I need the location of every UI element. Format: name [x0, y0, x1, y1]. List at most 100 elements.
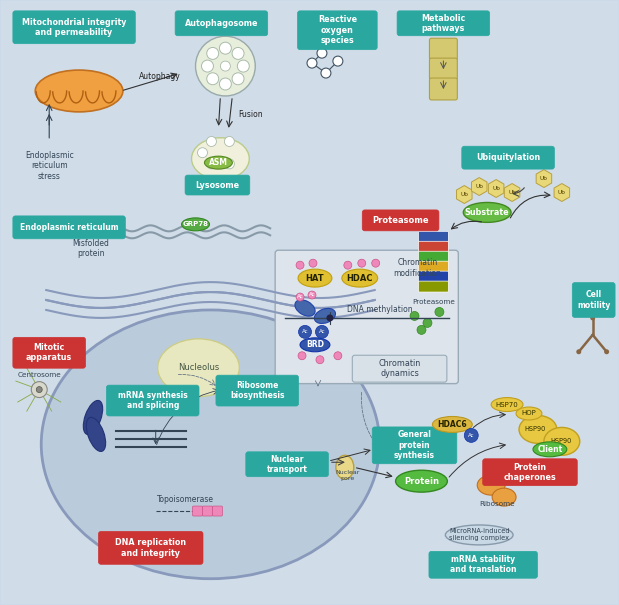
FancyBboxPatch shape [362, 210, 439, 231]
FancyBboxPatch shape [430, 38, 457, 60]
Text: Proteasome: Proteasome [412, 299, 455, 305]
Text: mRNA synthesis
and splicing: mRNA synthesis and splicing [118, 391, 188, 410]
Circle shape [321, 68, 331, 78]
FancyBboxPatch shape [418, 251, 448, 262]
FancyBboxPatch shape [397, 11, 490, 36]
FancyBboxPatch shape [185, 175, 250, 195]
Text: Substrate: Substrate [465, 208, 509, 217]
FancyBboxPatch shape [462, 146, 555, 169]
Circle shape [225, 137, 235, 146]
Text: Ub: Ub [461, 192, 469, 197]
Circle shape [37, 387, 42, 393]
Text: BRD: BRD [306, 340, 324, 349]
Circle shape [237, 60, 249, 72]
Circle shape [333, 56, 343, 66]
FancyBboxPatch shape [106, 385, 199, 416]
FancyBboxPatch shape [429, 551, 537, 578]
Circle shape [417, 325, 426, 335]
Ellipse shape [86, 417, 106, 451]
Circle shape [220, 61, 230, 71]
Text: HSP90: HSP90 [524, 427, 545, 433]
Circle shape [576, 349, 581, 355]
Circle shape [604, 349, 609, 355]
Text: Ac: Ac [309, 292, 315, 296]
Ellipse shape [298, 269, 332, 287]
Text: Ac: Ac [468, 433, 475, 438]
Circle shape [464, 428, 478, 442]
Text: HSP90: HSP90 [550, 439, 571, 444]
Circle shape [316, 325, 329, 338]
Text: Ub: Ub [540, 176, 548, 181]
Text: Client: Client [537, 445, 563, 454]
Text: Ub: Ub [558, 190, 566, 195]
FancyBboxPatch shape [573, 283, 615, 318]
Text: HOP: HOP [522, 410, 536, 416]
FancyBboxPatch shape [13, 11, 136, 44]
Ellipse shape [191, 138, 249, 180]
FancyBboxPatch shape [216, 375, 298, 406]
Text: Centrosome: Centrosome [17, 371, 61, 378]
Ellipse shape [84, 401, 103, 434]
Text: Autophagosome: Autophagosome [184, 19, 258, 28]
Text: Mitotic
apparatus: Mitotic apparatus [26, 343, 72, 362]
FancyBboxPatch shape [430, 58, 457, 80]
Text: HDAC: HDAC [347, 273, 373, 283]
Text: DNA replication
and integrity: DNA replication and integrity [115, 538, 186, 558]
Text: MicroRNA-induced
silencing complex: MicroRNA-induced silencing complex [449, 528, 509, 541]
Text: HAT: HAT [306, 273, 324, 283]
Ellipse shape [204, 156, 232, 169]
Text: DNA methylation: DNA methylation [347, 306, 412, 315]
Text: Ub: Ub [475, 184, 483, 189]
FancyBboxPatch shape [372, 427, 457, 464]
Text: Ac: Ac [301, 329, 308, 335]
Text: Protein
chaperones: Protein chaperones [504, 462, 556, 482]
FancyBboxPatch shape [483, 459, 578, 486]
Ellipse shape [396, 470, 448, 492]
Text: Misfolded
protein: Misfolded protein [72, 238, 110, 258]
Text: Topoisomerase: Topoisomerase [157, 495, 214, 503]
Circle shape [316, 356, 324, 364]
Text: Nuclear
pore: Nuclear pore [335, 470, 360, 480]
Text: Proteasome: Proteasome [372, 216, 429, 225]
Text: Nuclear
transport: Nuclear transport [267, 454, 308, 474]
Text: ASM: ASM [209, 158, 228, 167]
FancyBboxPatch shape [418, 241, 448, 252]
Circle shape [296, 293, 304, 301]
FancyBboxPatch shape [275, 250, 458, 384]
Ellipse shape [533, 442, 567, 457]
Ellipse shape [295, 300, 315, 316]
Text: Ac: Ac [297, 293, 303, 298]
Circle shape [207, 159, 217, 169]
Ellipse shape [181, 218, 209, 231]
Circle shape [298, 352, 306, 360]
Text: Ac: Ac [319, 329, 325, 335]
Ellipse shape [336, 456, 354, 479]
FancyBboxPatch shape [246, 452, 329, 477]
Circle shape [207, 73, 219, 85]
Text: Chromatin
dynamics: Chromatin dynamics [378, 359, 421, 378]
Text: Endoplasmic
reticulum
stress: Endoplasmic reticulum stress [25, 151, 74, 180]
FancyBboxPatch shape [202, 506, 212, 516]
Text: General
protein
synthesis: General protein synthesis [394, 430, 435, 460]
Ellipse shape [300, 338, 330, 352]
Text: Ribosome: Ribosome [479, 501, 515, 507]
Text: Nucleolus: Nucleolus [178, 363, 219, 372]
Circle shape [344, 261, 352, 269]
Ellipse shape [544, 427, 580, 456]
Circle shape [307, 58, 317, 68]
Text: Lysosome: Lysosome [196, 180, 240, 189]
FancyBboxPatch shape [13, 216, 126, 239]
FancyBboxPatch shape [418, 261, 448, 272]
Text: Ub: Ub [508, 190, 516, 195]
Ellipse shape [158, 339, 240, 396]
Ellipse shape [516, 407, 542, 420]
Text: Ubiquitylation: Ubiquitylation [476, 153, 540, 162]
FancyBboxPatch shape [418, 281, 448, 292]
Circle shape [410, 312, 419, 321]
Ellipse shape [314, 309, 335, 324]
Ellipse shape [491, 397, 523, 411]
Circle shape [308, 291, 316, 299]
Text: Reactive
oxygen
species: Reactive oxygen species [318, 15, 357, 45]
Text: HDAC6: HDAC6 [438, 420, 467, 429]
Circle shape [358, 259, 366, 267]
